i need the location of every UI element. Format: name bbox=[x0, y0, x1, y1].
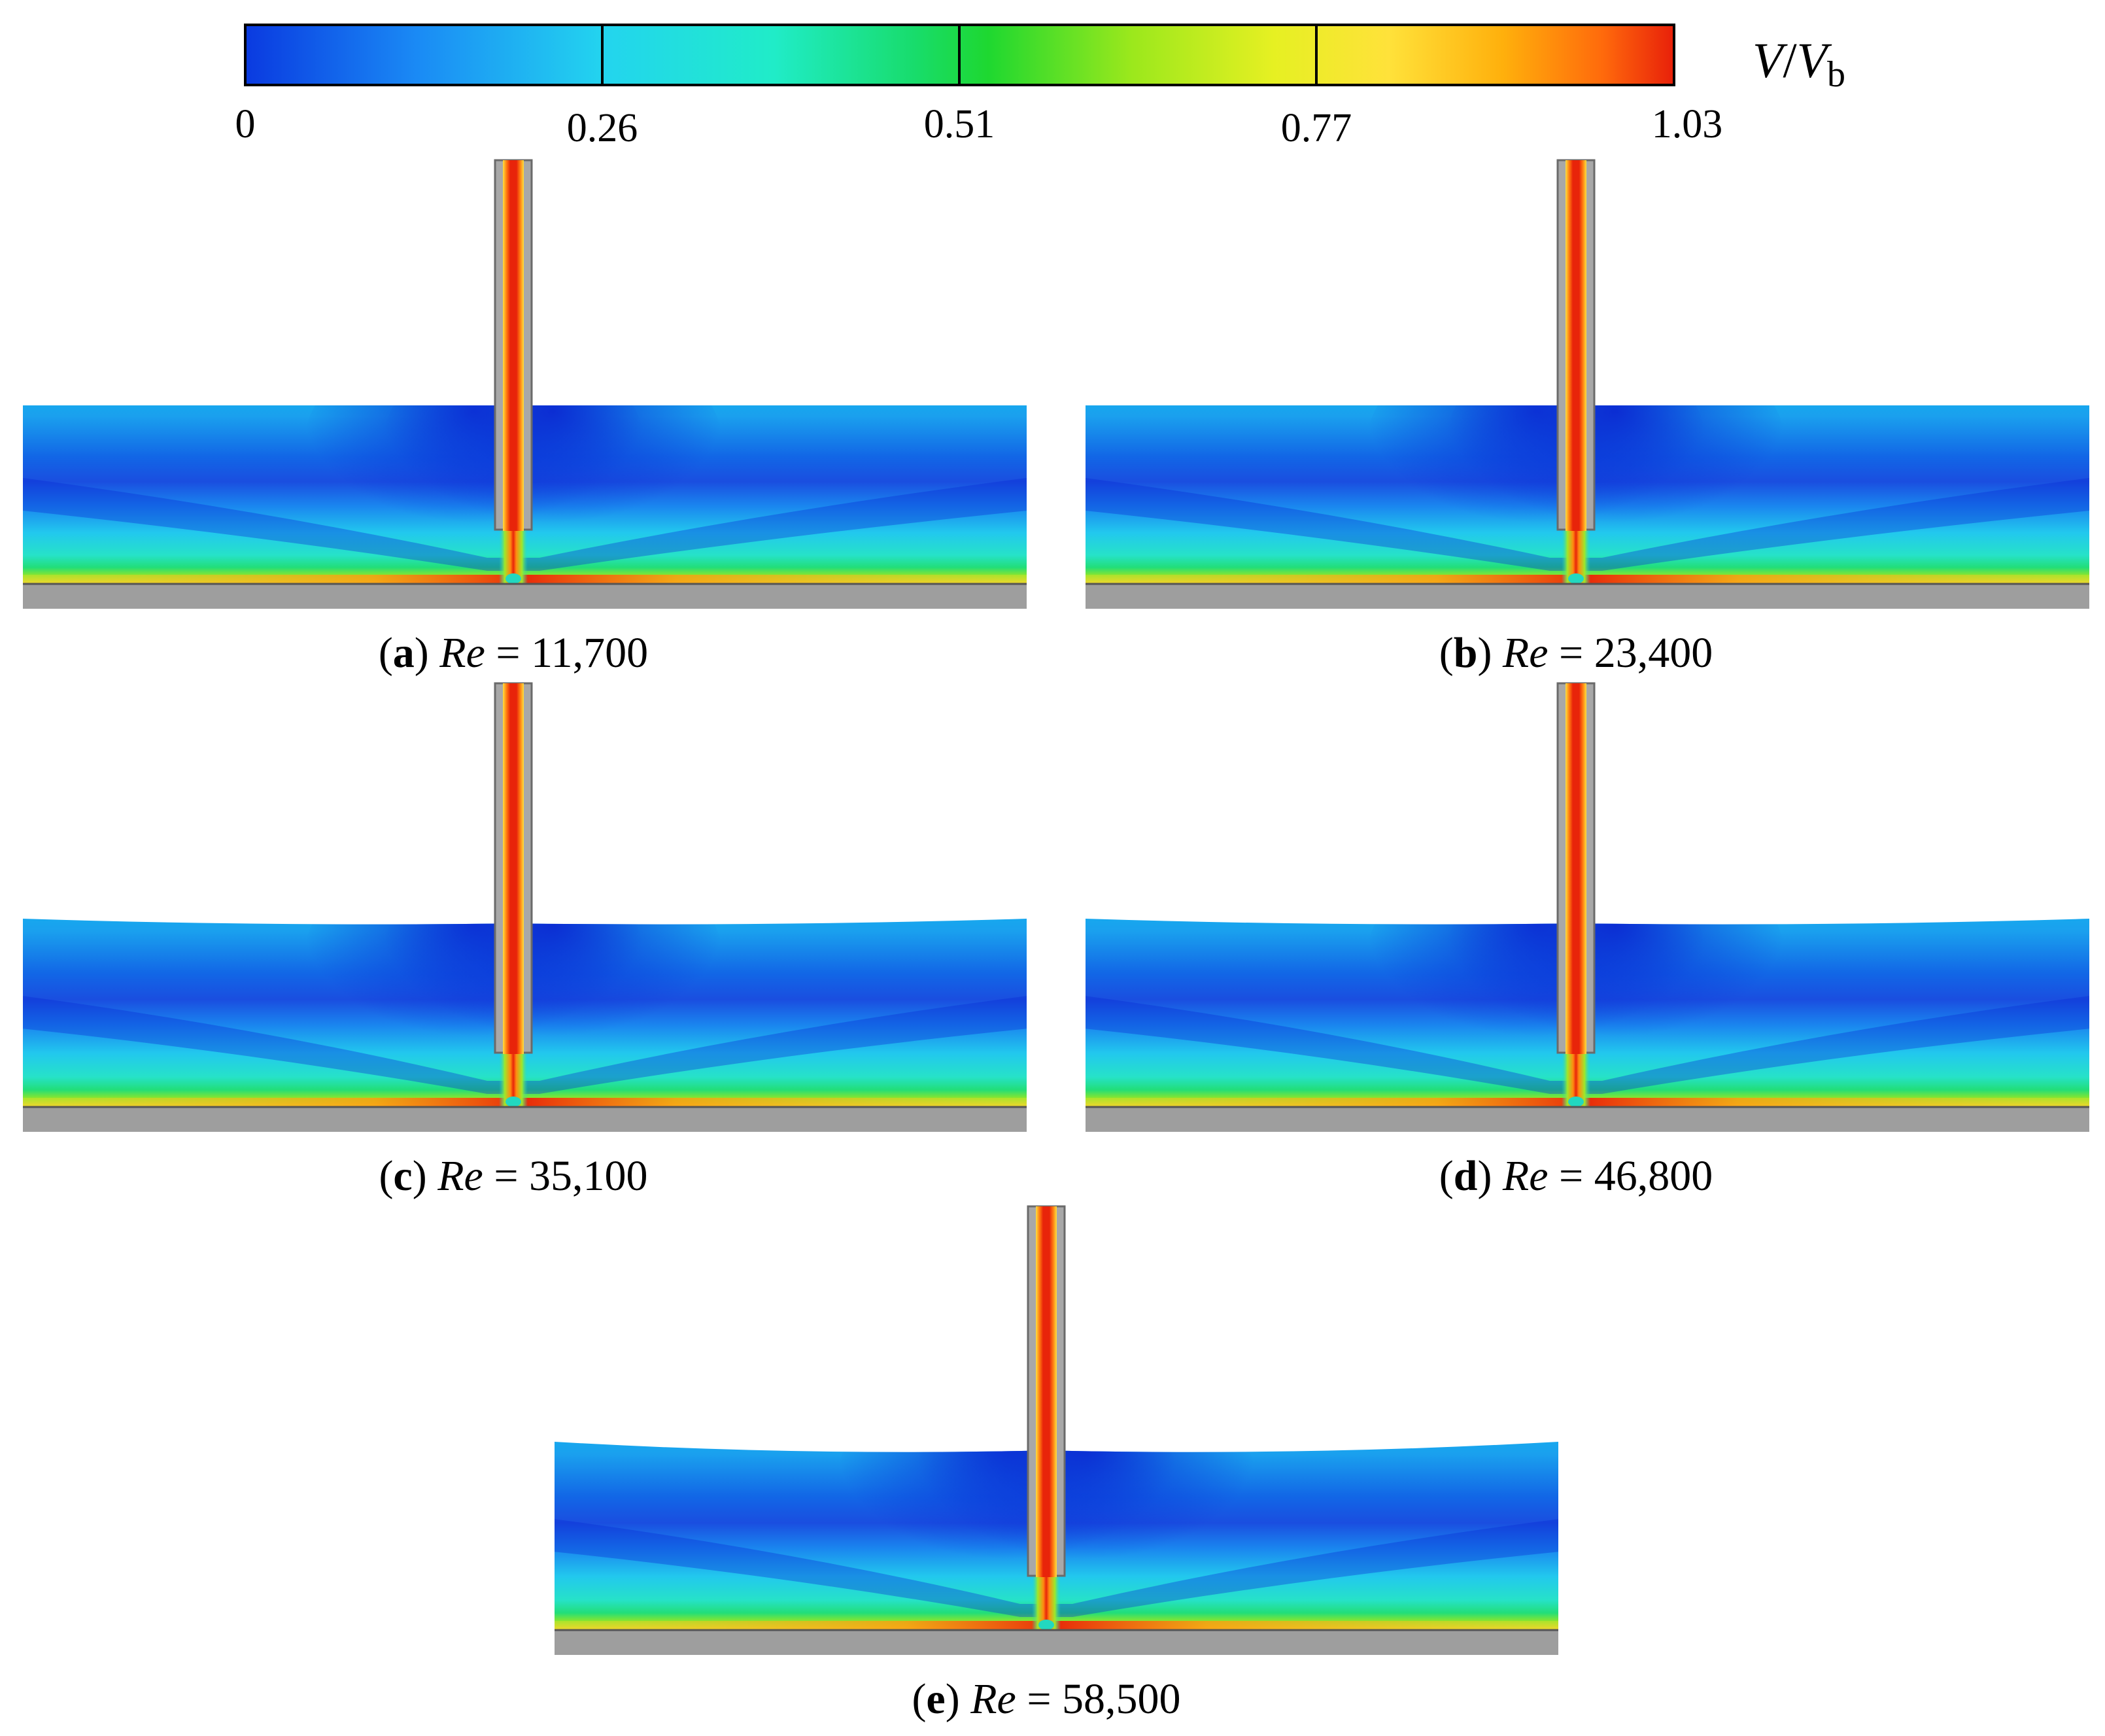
impingement-wall bbox=[555, 1630, 1558, 1655]
contour-panel: (b) Re = 23,400 bbox=[1086, 159, 2089, 677]
panel-letter: d bbox=[1454, 1152, 1478, 1200]
panel-caption: (e) Re = 58,500 bbox=[912, 1675, 1180, 1723]
panel-caption: (b) Re = 23,400 bbox=[1439, 629, 1713, 677]
colorbar-tick-label: 0.51 bbox=[924, 102, 995, 146]
caption-punctuation: ) bbox=[1477, 1152, 1502, 1200]
reynolds-label: Re bbox=[1502, 629, 1549, 677]
caption-punctuation: ( bbox=[1439, 629, 1454, 677]
colorbar-tick-label: 0.26 bbox=[567, 106, 638, 150]
nozzle bbox=[494, 682, 533, 1054]
panels: (a) Re = 11,700 (b) Re = 23,400(c) Re = 3… bbox=[23, 159, 2089, 1723]
reynolds-value: 23,400 bbox=[1594, 629, 1713, 677]
reynolds-label: Re bbox=[439, 629, 485, 677]
reynolds-label: Re bbox=[1502, 1152, 1549, 1200]
impingement-wall bbox=[23, 584, 1027, 609]
reynolds-label: Re bbox=[437, 1152, 483, 1200]
impingement-wall bbox=[1086, 1107, 2089, 1132]
impingement-wall bbox=[1086, 584, 2089, 609]
colorbar-title-slash: / bbox=[1783, 33, 1797, 88]
caption-punctuation: ) bbox=[946, 1675, 970, 1723]
impingement-wall bbox=[23, 1107, 1027, 1132]
contour-panel: (a) Re = 11,700 bbox=[23, 159, 1027, 677]
panel-letter: a bbox=[393, 629, 415, 677]
panel-caption: (c) Re = 35,100 bbox=[379, 1152, 647, 1200]
colorbar-title-v: V bbox=[1753, 33, 1788, 88]
colorbar-title-subscript: b bbox=[1827, 54, 1845, 95]
colorbar-tick-label: 0.77 bbox=[1281, 106, 1352, 150]
contour-panel: (d) Re = 46,800 bbox=[1086, 682, 2089, 1200]
panel-caption: (a) Re = 11,700 bbox=[379, 629, 648, 677]
nozzle bbox=[494, 159, 533, 531]
colorbar-tick-label: 0 bbox=[235, 102, 256, 146]
contour-panel: (e) Re = 58,500 bbox=[555, 1205, 1558, 1723]
caption-punctuation: ) bbox=[415, 629, 439, 677]
caption-punctuation: = bbox=[483, 1152, 529, 1200]
caption-punctuation: ( bbox=[379, 1152, 393, 1200]
reynolds-value: 11,700 bbox=[531, 629, 648, 677]
colorbar: 0 0.26 0.51 0.77 1.03 V/Vb bbox=[235, 24, 1845, 150]
caption-punctuation: = bbox=[1549, 629, 1594, 677]
colorbar-tick-label: 1.03 bbox=[1652, 102, 1723, 146]
nozzle bbox=[1556, 159, 1596, 531]
reynolds-value: 58,500 bbox=[1062, 1675, 1181, 1723]
reynolds-label: Re bbox=[970, 1675, 1016, 1723]
caption-punctuation: = bbox=[1549, 1152, 1594, 1200]
panel-letter: c bbox=[393, 1152, 412, 1200]
caption-punctuation: ) bbox=[1477, 629, 1502, 677]
panel-letter: b bbox=[1454, 629, 1478, 677]
colorbar-title: V/Vb bbox=[1753, 33, 1845, 95]
nozzle bbox=[1556, 682, 1596, 1054]
caption-punctuation: ( bbox=[379, 629, 393, 677]
caption-punctuation: ( bbox=[1439, 1152, 1454, 1200]
caption-punctuation: = bbox=[485, 629, 531, 677]
panel-caption: (d) Re = 46,800 bbox=[1439, 1152, 1713, 1200]
panel-letter: e bbox=[926, 1675, 945, 1723]
nozzle bbox=[1027, 1205, 1066, 1577]
caption-punctuation: ( bbox=[912, 1675, 926, 1723]
reynolds-value: 46,800 bbox=[1594, 1152, 1713, 1200]
caption-punctuation: ) bbox=[413, 1152, 437, 1200]
reynolds-value: 35,100 bbox=[529, 1152, 648, 1200]
colorbar-title-vb: V bbox=[1797, 33, 1832, 88]
caption-punctuation: = bbox=[1016, 1675, 1062, 1723]
contour-panel: (c) Re = 35,100 bbox=[23, 682, 1027, 1200]
